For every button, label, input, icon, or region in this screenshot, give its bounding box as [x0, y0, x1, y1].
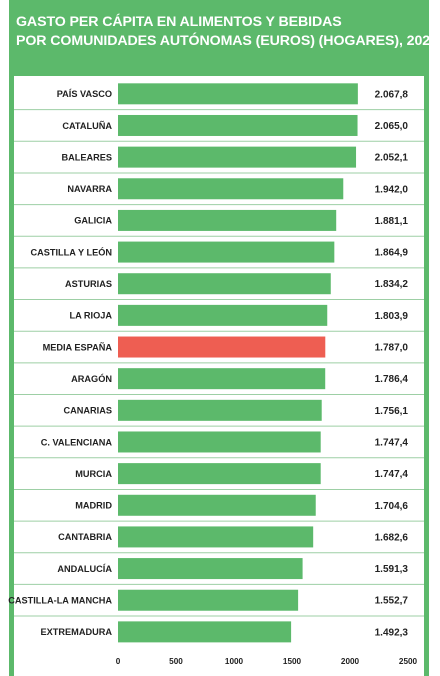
value-label: 1.881,1 — [375, 216, 409, 227]
value-label: 1.704,6 — [375, 501, 409, 512]
row-canarias: CANARIAS 1.756,1 — [14, 394, 424, 421]
x-tick-label: 500 — [169, 657, 183, 666]
bar — [118, 558, 303, 580]
x-tick-label: 1000 — [225, 657, 244, 666]
row-castilla-y-leon: CASTILLA Y LEÓN 1.864,9 — [14, 235, 424, 263]
row-madrid: MADRID 1.704,6 — [14, 488, 424, 516]
row-baleares: BALEARES 2.052,1 — [14, 140, 424, 168]
chart-title-line-2: POR COMUNIDADES AUTÓNOMAS (EUROS) (HOGAR… — [16, 33, 438, 49]
bar — [118, 399, 322, 421]
category-label: ARAGÓN — [71, 373, 112, 384]
value-label: 1.803,9 — [375, 311, 409, 322]
row-pais-vasco: PAÍS VASCO 2.067,8 — [57, 83, 409, 105]
category-label: MURCIA — [75, 469, 112, 479]
bar — [118, 114, 358, 136]
category-label: GALICIA — [74, 216, 112, 226]
category-label: BALEARES — [61, 152, 112, 162]
bar — [118, 304, 328, 326]
value-label: 1.682,6 — [375, 532, 409, 543]
bar — [118, 241, 335, 263]
category-label: NAVARRA — [67, 184, 112, 194]
row-extremadura: EXTREMADURA 1.492,3 — [14, 615, 424, 643]
row-galicia: GALICIA 1.881,1 — [14, 204, 424, 231]
value-label: 1.591,3 — [375, 564, 409, 575]
row-media-espana: MEDIA ESPAÑA 1.787,0 — [14, 330, 424, 358]
value-label: 1.747,4 — [375, 437, 409, 448]
category-label: CANTABRIA — [58, 532, 112, 542]
value-label: 2.067,8 — [375, 89, 409, 100]
category-label: MEDIA ESPAÑA — [43, 342, 113, 352]
row-cataluna: CATALUÑA 2.065,0 — [14, 109, 424, 136]
x-tick-label: 2000 — [341, 657, 360, 666]
value-label: 1.747,4 — [375, 469, 409, 480]
row-andalucia: ANDALUCÍA 1.591,3 — [14, 552, 424, 580]
bar — [118, 621, 292, 643]
x-axis: 0 500 1000 1500 2000 2500 — [116, 657, 418, 666]
bar — [118, 431, 321, 453]
category-label: CATALUÑA — [62, 121, 112, 131]
category-label: LA RIOJA — [69, 311, 112, 321]
bar — [118, 146, 357, 168]
value-label: 1.786,4 — [375, 374, 409, 385]
value-label: 2.052,1 — [375, 153, 409, 164]
row-murcia: MURCIA 1.747,4 — [14, 457, 424, 485]
value-label: 1.756,1 — [375, 406, 409, 417]
chart-title-line-1: GASTO PER CÁPITA EN ALIMENTOS Y BEBIDAS — [16, 14, 342, 30]
category-label: C. VALENCIANA — [41, 437, 113, 447]
value-label: 1.787,0 — [375, 343, 409, 354]
category-label: ASTURIAS — [65, 279, 112, 289]
value-label: 2.065,0 — [375, 121, 409, 132]
value-label: 1.552,7 — [375, 596, 409, 607]
row-la-rioja: LA RIOJA 1.803,9 — [14, 299, 424, 326]
x-tick-label: 1500 — [283, 657, 302, 666]
bar — [118, 178, 344, 200]
category-label: MADRID — [75, 501, 112, 511]
bar — [118, 463, 321, 485]
chart-rows: PAÍS VASCO 2.067,8 CATALUÑA 2.065,0 BALEARES… — [8, 83, 424, 643]
bar — [118, 83, 358, 105]
row-navarra: NAVARRA 1.942,0 — [14, 172, 424, 200]
bar — [118, 273, 331, 295]
bar — [118, 526, 314, 548]
category-label: ANDALUCÍA — [57, 563, 112, 574]
row-cantabria: CANTABRIA 1.682,6 — [14, 520, 424, 548]
value-label: 1.834,2 — [375, 279, 409, 290]
category-label: EXTREMADURA — [41, 627, 113, 637]
bar — [118, 209, 337, 231]
category-label: PAÍS VASCO — [57, 88, 112, 99]
category-label: CASTILLA-LA MANCHA — [8, 596, 112, 606]
row-castilla-la-mancha: CASTILLA-LA MANCHA 1.552,7 — [8, 583, 424, 611]
value-label: 1.492,3 — [375, 627, 409, 638]
value-label: 1.942,0 — [375, 184, 409, 195]
row-aragon: ARAGÓN 1.786,4 — [14, 362, 424, 390]
bar-highlight — [118, 336, 326, 358]
bar — [118, 494, 316, 516]
category-label: CASTILLA Y LEÓN — [30, 246, 112, 257]
row-c-valenciana: C. VALENCIANA 1.747,4 — [14, 425, 424, 453]
bar — [118, 368, 326, 390]
row-asturias: ASTURIAS 1.834,2 — [14, 267, 424, 295]
bar — [118, 589, 299, 611]
value-label: 1.864,9 — [375, 248, 409, 259]
category-label: CANARIAS — [64, 406, 113, 416]
x-tick-label: 0 — [116, 657, 121, 666]
x-tick-label: 2500 — [399, 657, 418, 666]
chart-title: GASTO PER CÁPITA EN ALIMENTOS Y BEBIDAS … — [16, 13, 438, 51]
